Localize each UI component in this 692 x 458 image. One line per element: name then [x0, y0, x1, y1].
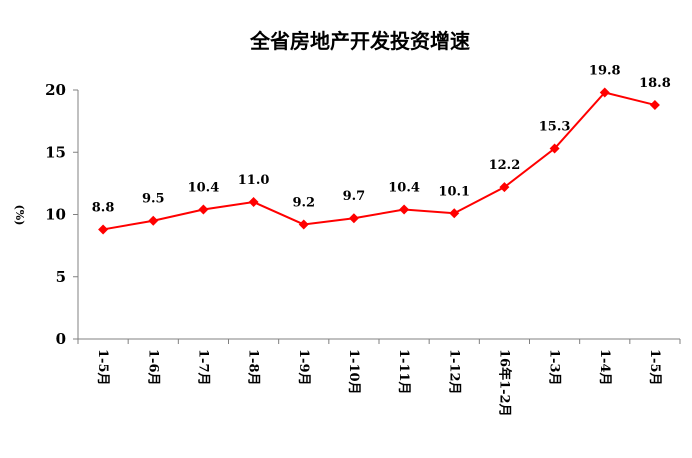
- data-label: 11.0: [238, 173, 270, 188]
- x-tick-label: 1-5月: [647, 349, 662, 386]
- chart-title: 全省房地产开发投资增速: [249, 29, 470, 53]
- x-tick-label: 1-12月: [446, 349, 461, 395]
- data-point: [549, 143, 560, 154]
- data-point: [148, 215, 159, 226]
- data-label: 8.8: [92, 200, 115, 215]
- x-tick-label: 1-8月: [246, 349, 261, 386]
- x-tick-label: 1-9月: [296, 349, 311, 386]
- x-tick-label: 1-4月: [597, 349, 612, 386]
- x-tick-label: 16年1-2月: [496, 349, 512, 417]
- y-tick-label: 0: [56, 330, 66, 348]
- y-tick-label: 15: [45, 143, 66, 161]
- x-tick-label: 1-11月: [396, 349, 411, 395]
- data-label: 15.3: [539, 120, 571, 135]
- y-tick-label: 10: [45, 206, 66, 224]
- x-tick-label: 1-5月: [95, 349, 110, 386]
- data-label: 19.8: [589, 63, 621, 78]
- data-point: [649, 99, 660, 110]
- data-point: [599, 87, 610, 98]
- data-label: 10.1: [438, 184, 470, 199]
- x-tick-label: 1-10月: [346, 349, 361, 395]
- data-label: 9.5: [142, 192, 165, 207]
- data-label: 12.2: [489, 158, 521, 173]
- data-point: [248, 197, 259, 208]
- data-point: [449, 208, 460, 219]
- x-tick-label: 1-6月: [145, 349, 160, 386]
- x-tick-label: 1-3月: [547, 349, 562, 386]
- data-point: [98, 224, 109, 235]
- y-axis-label: (%): [13, 205, 26, 226]
- data-point: [399, 204, 410, 215]
- x-tick-label: 1-7月: [195, 349, 210, 386]
- data-point: [198, 204, 209, 215]
- y-tick-label: 5: [56, 268, 66, 286]
- data-point: [499, 182, 510, 193]
- data-point: [298, 219, 309, 230]
- data-line: [102, 91, 656, 231]
- data-label: 9.2: [292, 195, 315, 210]
- data-label: 18.8: [639, 76, 671, 91]
- data-label: 9.7: [343, 189, 366, 204]
- data-label: 10.4: [388, 181, 420, 196]
- y-tick-label: 20: [45, 81, 66, 99]
- data-label: 10.4: [188, 181, 220, 196]
- data-point: [348, 213, 359, 224]
